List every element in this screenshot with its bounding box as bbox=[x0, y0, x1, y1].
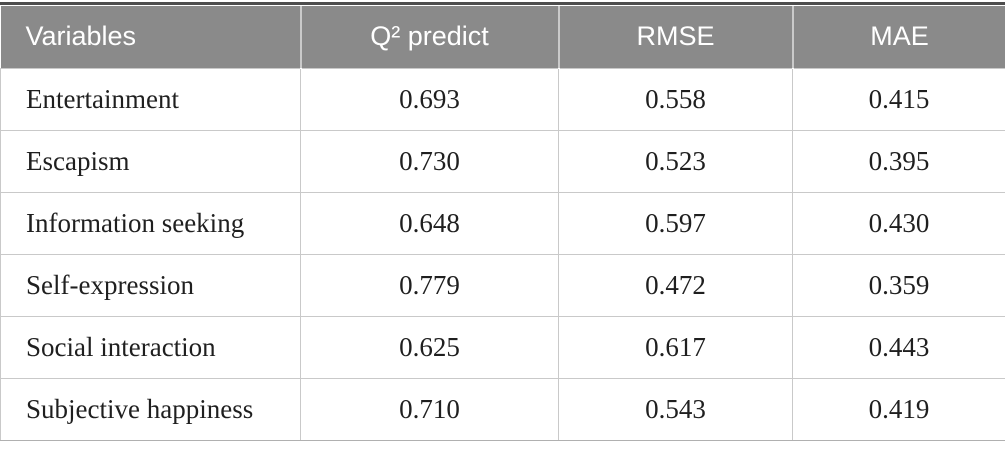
mae-value: 0.430 bbox=[792, 191, 1005, 255]
table-row: Self-expression 0.779 0.472 0.359 bbox=[0, 253, 1005, 317]
rmse-value: 0.543 bbox=[558, 377, 793, 441]
table-row: Information seeking 0.648 0.597 0.430 bbox=[0, 191, 1005, 255]
header-row: Variables Q² predict RMSE MAE bbox=[0, 6, 1005, 68]
q2-predict-value: 0.625 bbox=[300, 315, 559, 379]
q2-predict-value: 0.648 bbox=[300, 191, 559, 255]
mae-value: 0.395 bbox=[792, 129, 1005, 193]
variable-name: Social interaction bbox=[0, 315, 301, 379]
rmse-value: 0.597 bbox=[558, 191, 793, 255]
q2-predict-value: 0.730 bbox=[300, 129, 559, 193]
mae-value: 0.419 bbox=[792, 377, 1005, 441]
variable-name: Information seeking bbox=[0, 191, 301, 255]
table-row: Subjective happiness 0.710 0.543 0.419 bbox=[0, 377, 1005, 441]
mae-value: 0.415 bbox=[792, 67, 1005, 131]
table-top-rule bbox=[0, 2, 1005, 5]
q2-predict-value: 0.779 bbox=[300, 253, 559, 317]
variable-name: Self-expression bbox=[0, 253, 301, 317]
rmse-value: 0.472 bbox=[558, 253, 793, 317]
rmse-value: 0.617 bbox=[558, 315, 793, 379]
paper-table-figure: Variables Q² predict RMSE MAE Entertainm… bbox=[0, 2, 1005, 441]
variable-name: Entertainment bbox=[0, 67, 301, 131]
variable-name: Escapism bbox=[0, 129, 301, 193]
column-header-variables: Variables bbox=[0, 6, 301, 68]
column-header-q2-predict: Q² predict bbox=[299, 6, 559, 68]
q2-predict-value: 0.710 bbox=[300, 377, 559, 441]
table-row: Entertainment 0.693 0.558 0.415 bbox=[0, 67, 1005, 131]
mae-value: 0.443 bbox=[792, 315, 1005, 379]
q2-predict-value: 0.693 bbox=[300, 67, 559, 131]
rmse-value: 0.558 bbox=[558, 67, 793, 131]
table-row: Escapism 0.730 0.523 0.395 bbox=[0, 129, 1005, 193]
mae-value: 0.359 bbox=[792, 253, 1005, 317]
variable-name: Subjective happiness bbox=[0, 377, 301, 441]
column-header-mae: MAE bbox=[791, 6, 1005, 68]
results-table: Variables Q² predict RMSE MAE Entertainm… bbox=[0, 6, 1005, 441]
rmse-value: 0.523 bbox=[558, 129, 793, 193]
column-header-rmse: RMSE bbox=[557, 6, 793, 68]
table-row: Social interaction 0.625 0.617 0.443 bbox=[0, 315, 1005, 379]
